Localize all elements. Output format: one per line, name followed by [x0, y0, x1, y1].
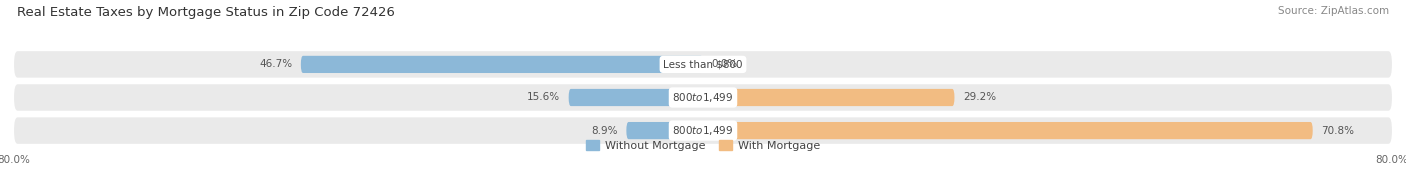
Text: 70.8%: 70.8% — [1322, 126, 1354, 136]
FancyBboxPatch shape — [14, 117, 1392, 144]
Text: $800 to $1,499: $800 to $1,499 — [672, 91, 734, 104]
FancyBboxPatch shape — [14, 84, 1392, 111]
FancyBboxPatch shape — [703, 89, 955, 106]
Text: $800 to $1,499: $800 to $1,499 — [672, 124, 734, 137]
FancyBboxPatch shape — [301, 56, 703, 73]
Text: Less than $800: Less than $800 — [664, 59, 742, 69]
Text: 8.9%: 8.9% — [592, 126, 617, 136]
Text: 29.2%: 29.2% — [963, 92, 997, 103]
Text: Real Estate Taxes by Mortgage Status in Zip Code 72426: Real Estate Taxes by Mortgage Status in … — [17, 6, 395, 19]
FancyBboxPatch shape — [626, 122, 703, 139]
Text: Source: ZipAtlas.com: Source: ZipAtlas.com — [1278, 6, 1389, 16]
FancyBboxPatch shape — [703, 122, 1313, 139]
Text: 0.0%: 0.0% — [711, 59, 738, 69]
Text: 15.6%: 15.6% — [527, 92, 560, 103]
Text: 46.7%: 46.7% — [259, 59, 292, 69]
FancyBboxPatch shape — [568, 89, 703, 106]
Legend: Without Mortgage, With Mortgage: Without Mortgage, With Mortgage — [582, 136, 824, 155]
FancyBboxPatch shape — [14, 51, 1392, 78]
